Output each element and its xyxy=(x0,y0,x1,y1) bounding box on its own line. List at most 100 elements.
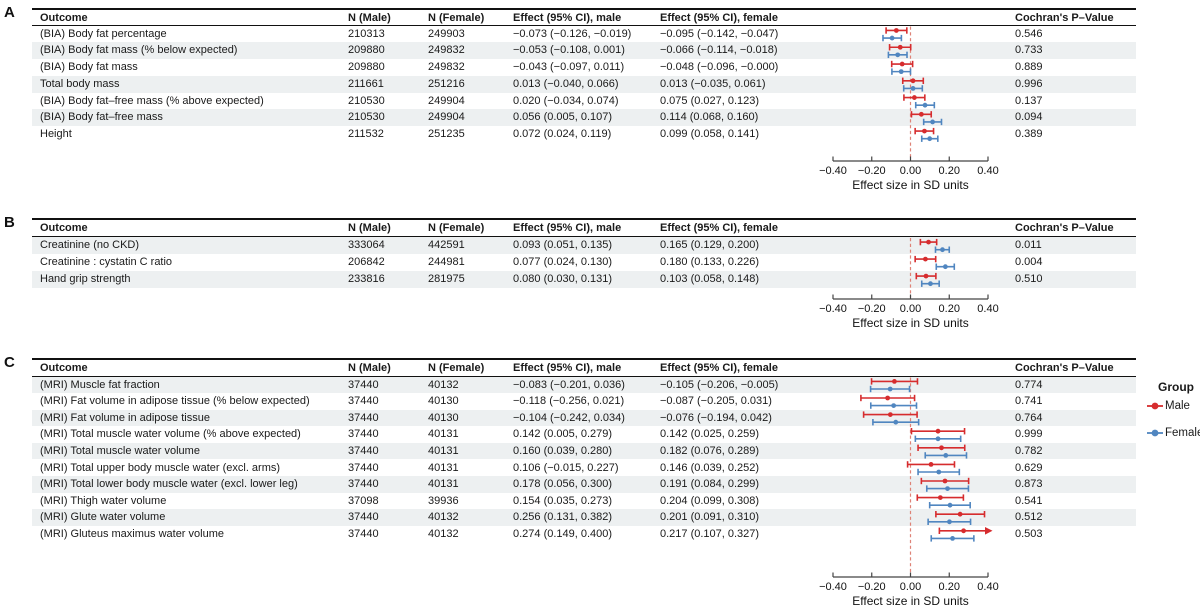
row-stripe xyxy=(32,409,1136,427)
male-ci xyxy=(885,27,908,34)
male-ci xyxy=(935,511,986,518)
row-stripe xyxy=(32,75,1136,93)
table-top-rule xyxy=(32,8,1136,10)
effect-female-cell: 0.114 (0.068, 0.160) xyxy=(660,111,759,124)
effect-female-cell: 0.204 (0.099, 0.308) xyxy=(660,494,760,507)
n-female-cell: 40131 xyxy=(428,478,459,491)
cochran-p-cell: 0.764 xyxy=(1015,411,1043,424)
n-female-cell: 40132 xyxy=(428,527,459,540)
effect-male-cell: 0.154 (0.035, 0.273) xyxy=(513,494,613,507)
x-axis-title: Effect size in SD units xyxy=(852,594,969,608)
cochran-p-cell: 0.999 xyxy=(1015,428,1043,441)
female-ci xyxy=(928,502,971,509)
row-stripe xyxy=(32,42,1136,60)
male-ci xyxy=(919,238,938,246)
n-male-cell: 37440 xyxy=(348,478,379,491)
x-tick-label: 0.20 xyxy=(938,165,960,177)
n-female-cell: 281975 xyxy=(428,273,465,285)
effect-female-cell: −0.066 (−0.114, −0.018) xyxy=(660,44,778,57)
n-male-cell: 37098 xyxy=(348,494,379,507)
n-female-cell: 251216 xyxy=(428,77,465,90)
x-tick-label: −0.40 xyxy=(819,581,847,593)
female-ci xyxy=(902,85,924,92)
effect-male-cell: −0.118 (−0.256, 0.021) xyxy=(513,395,625,408)
n-male-cell: 37440 xyxy=(348,461,379,474)
n-female-cell: 251235 xyxy=(428,128,465,141)
male-ci xyxy=(906,461,956,468)
n-female-cell: 249904 xyxy=(428,94,465,107)
table-header-rule xyxy=(32,236,1136,238)
female-ci xyxy=(917,468,961,476)
legend: Group Male Female xyxy=(1146,380,1200,452)
cochran-p-cell: 0.889 xyxy=(1015,61,1043,74)
effect-female-cell: 0.099 (0.058, 0.141) xyxy=(660,128,760,141)
effect-female-cell: 0.217 (0.107, 0.327) xyxy=(660,527,760,540)
n-male-header: N (Male) xyxy=(348,362,391,374)
cochran-p-header: Cochran's P–Value xyxy=(1015,362,1114,374)
effect-male-cell: 0.256 (0.131, 0.382) xyxy=(513,511,613,524)
n-male-cell: 37440 xyxy=(348,395,379,408)
row-stripe xyxy=(32,237,1136,254)
cochran-p-cell: 0.546 xyxy=(1015,27,1043,40)
cochran-p-cell: 0.774 xyxy=(1015,378,1043,391)
outcome-header: Outcome xyxy=(40,362,88,374)
outcome-cell: (MRI) Total muscle water volume xyxy=(40,444,200,457)
cochran-p-cell: 0.510 xyxy=(1015,273,1043,285)
male-ci xyxy=(901,77,925,84)
outcome-cell: Total body mass xyxy=(40,77,120,90)
panel-label-a: A xyxy=(4,4,15,21)
n-female-cell: 249832 xyxy=(428,44,465,57)
outcome-cell: (BIA) Body fat mass (% below expected) xyxy=(40,44,238,57)
n-male-cell: 210530 xyxy=(348,94,385,107)
n-male-cell: 333064 xyxy=(348,239,385,251)
n-female-cell: 40131 xyxy=(428,444,459,457)
cochran-p-cell: 0.996 xyxy=(1015,77,1043,90)
x-tick-label: 0.40 xyxy=(977,303,999,315)
outcome-cell: (MRI) Total lower body muscle water (exc… xyxy=(40,478,298,491)
n-female-cell: 249903 xyxy=(428,27,465,40)
outcome-cell: (MRI) Gluteus maximus water volume xyxy=(40,527,224,540)
n-male-cell: 211661 xyxy=(348,77,384,90)
effect-male-header: Effect (95% CI), male xyxy=(513,12,622,24)
x-tick-label: −0.20 xyxy=(857,303,886,315)
legend-item-label: Female xyxy=(1165,427,1200,439)
effect-male-cell: 0.160 (0.039, 0.280) xyxy=(513,444,613,457)
male-ci xyxy=(903,94,926,101)
n-female-cell: 39936 xyxy=(428,494,459,507)
effect-male-cell: 0.020 (−0.034, 0.074) xyxy=(513,94,619,107)
male-ci xyxy=(916,494,965,501)
cochran-p-cell: 0.094 xyxy=(1015,111,1043,124)
outcome-cell: (MRI) Glute water volume xyxy=(40,511,166,524)
n-female-cell: 244981 xyxy=(428,256,465,268)
n-male-header: N (Male) xyxy=(348,222,391,234)
effect-male-cell: −0.043 (−0.097, 0.011) xyxy=(513,61,625,74)
outcome-cell: (MRI) Thigh water volume xyxy=(40,494,167,507)
cochran-p-cell: 0.741 xyxy=(1015,395,1043,408)
female-ci xyxy=(887,51,908,59)
effect-male-cell: 0.142 (0.005, 0.279) xyxy=(513,428,613,441)
n-male-cell: 37440 xyxy=(348,411,379,424)
n-male-cell: 37440 xyxy=(348,527,379,540)
panel-label-b: B xyxy=(4,214,15,231)
table-header-rule xyxy=(32,375,1136,378)
outcome-cell: (BIA) Body fat–free mass xyxy=(40,111,163,124)
x-axis-title: Effect size in SD units xyxy=(852,178,969,192)
effect-male-cell: 0.093 (0.051, 0.135) xyxy=(513,239,613,251)
n-female-cell: 442591 xyxy=(428,239,465,251)
table-top-rule xyxy=(32,218,1136,220)
n-female-cell: 249904 xyxy=(428,111,465,124)
female-ci xyxy=(927,518,972,525)
effect-female-header: Effect (95% CI), female xyxy=(660,222,778,234)
outcome-cell: (MRI) Fat volume in adipose tissue xyxy=(40,411,210,424)
male-ci xyxy=(914,255,937,263)
female-ci xyxy=(935,263,956,270)
female-pointrange-icon xyxy=(1147,429,1163,437)
female-ci xyxy=(924,452,968,459)
n-female-cell: 40132 xyxy=(428,378,459,391)
effect-male-cell: −0.104 (−0.242, 0.034) xyxy=(513,411,625,424)
outcome-header: Outcome xyxy=(40,222,88,234)
row-stripe xyxy=(32,271,1136,288)
outcome-cell: (BIA) Body fat mass xyxy=(40,61,138,74)
male-ci xyxy=(862,411,918,418)
